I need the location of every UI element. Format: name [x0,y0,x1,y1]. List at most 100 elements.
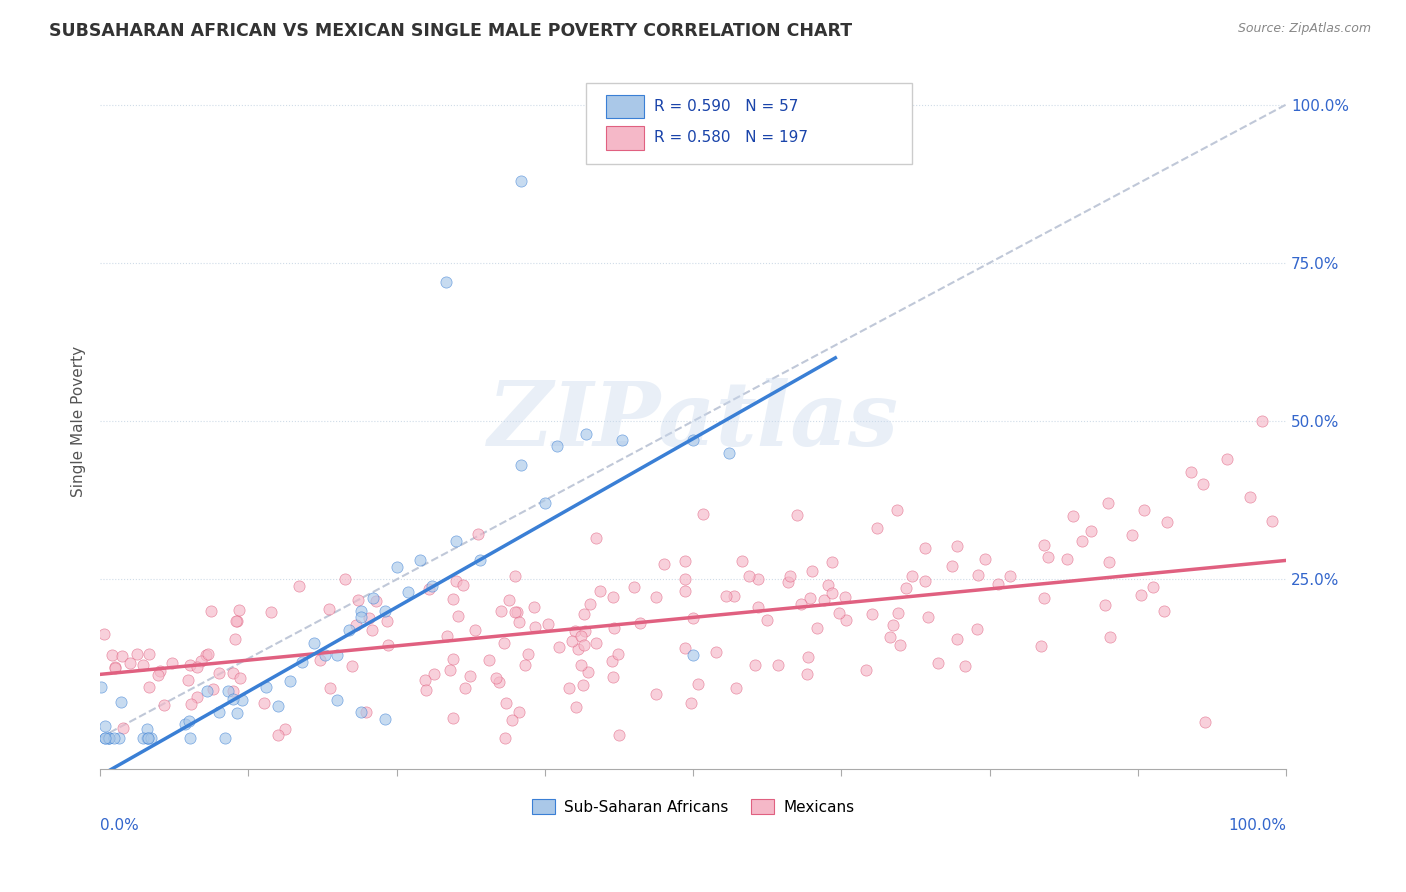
Point [860,607,883,621]
Point [231,692,253,706]
Point [485,672,508,686]
Point [375,615,398,629]
Point [682,648,704,663]
Point [136,722,159,736]
Point [866,521,889,535]
Point [226,706,249,720]
Point [436,629,458,643]
Point [855,663,877,677]
Point [575,426,598,441]
Point [228,603,250,617]
Point [1097,496,1119,510]
Point [682,433,704,447]
Point [510,173,533,187]
Point [267,728,290,742]
Point [1239,490,1261,504]
Point [652,557,675,571]
Point [224,632,246,647]
Point [460,669,482,683]
Point [610,433,633,447]
Point [1080,524,1102,538]
Point [882,617,904,632]
Point [820,586,842,600]
Point [574,624,596,639]
Point [93,627,115,641]
Point [207,665,229,680]
Point [879,630,901,644]
Point [801,564,824,578]
Point [716,589,738,603]
Point [110,695,132,709]
Text: 100.0%: 100.0% [1227,818,1286,833]
Point [229,672,252,686]
Point [350,610,373,624]
Point [217,684,239,698]
Point [738,569,761,583]
Point [186,690,208,705]
Point [354,706,377,720]
Point [112,721,135,735]
Point [278,673,301,688]
Point [645,687,668,701]
Point [941,558,963,573]
Point [314,648,336,663]
Point [1121,528,1143,542]
Point [174,716,197,731]
Point [359,611,381,625]
Text: ZIPatlas: ZIPatlas [488,378,898,465]
Point [987,577,1010,591]
Point [747,573,769,587]
Point [340,658,363,673]
Point [135,731,157,745]
Point [273,722,295,736]
Point [503,569,526,583]
Point [606,647,628,661]
Point [1098,555,1121,569]
Point [1194,715,1216,730]
Point [337,623,360,637]
Point [418,582,440,597]
Point [195,684,218,698]
Point [97,731,120,745]
Point [724,681,747,695]
Point [508,615,530,629]
Point [546,440,568,454]
Point [537,617,560,632]
Point [927,656,949,670]
Point [974,552,997,566]
Point [186,659,208,673]
Point [326,648,349,663]
Point [364,593,387,607]
Point [478,652,501,666]
Point [886,503,908,517]
Point [439,663,461,677]
Point [966,622,988,636]
Point [254,680,277,694]
Point [607,728,630,742]
Point [900,569,922,583]
Point [97,731,120,745]
Point [561,633,583,648]
Point [778,575,800,590]
Point [1142,580,1164,594]
Point [267,698,290,713]
Point [1056,551,1078,566]
Point [766,657,789,672]
Point [149,664,172,678]
Point [441,652,464,666]
Point [790,597,813,611]
Point [917,609,939,624]
Point [214,731,236,745]
Point [302,636,325,650]
Point [319,681,342,695]
Point [152,698,174,712]
Point [508,705,530,719]
Point [103,731,125,745]
Point [498,593,520,607]
Point [104,661,127,675]
Point [208,706,231,720]
Point [446,574,468,588]
Text: SUBSAHARAN AFRICAN VS MEXICAN SINGLE MALE POVERTY CORRELATION CHART: SUBSAHARAN AFRICAN VS MEXICAN SINGLE MAL… [49,22,852,40]
Point [779,569,801,583]
Point [548,640,571,654]
